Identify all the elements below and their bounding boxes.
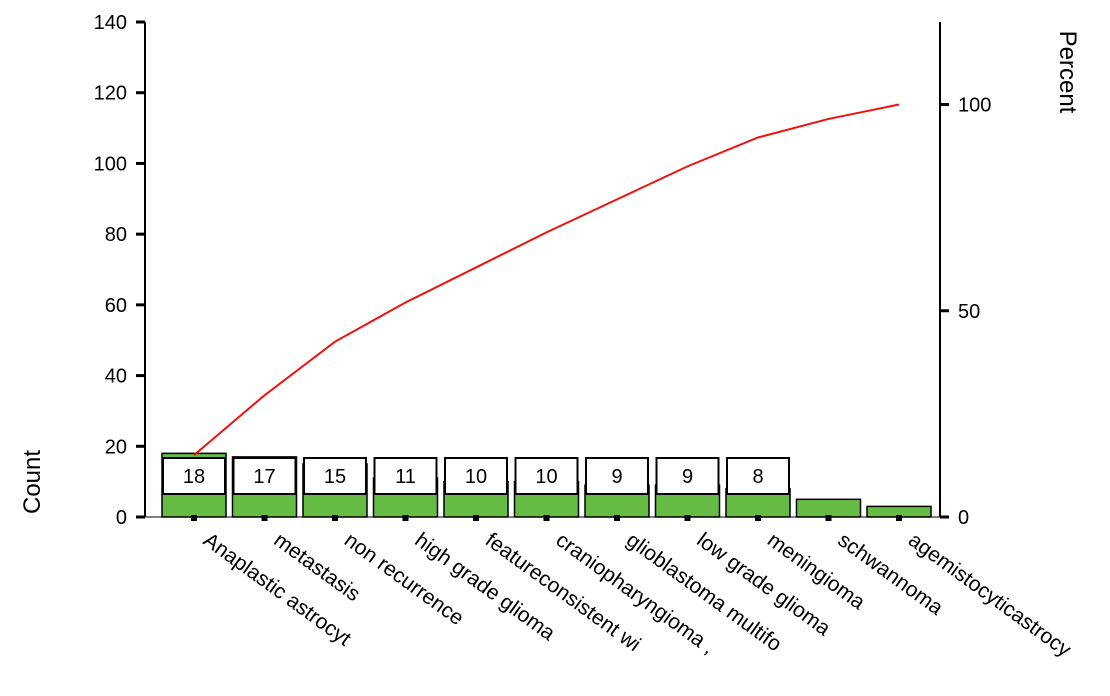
y2-tick-label: 100 bbox=[958, 95, 991, 117]
data-label: 15 bbox=[324, 466, 346, 488]
y2-axis-title: Percent bbox=[1054, 31, 1081, 114]
x-tick bbox=[191, 515, 197, 521]
data-label-box bbox=[303, 457, 367, 495]
y-tick-label: 120 bbox=[94, 83, 127, 105]
y-tick-label: 40 bbox=[105, 366, 127, 388]
x-tick bbox=[896, 515, 902, 521]
data-label: 9 bbox=[611, 466, 622, 488]
y-tick-label: 20 bbox=[105, 436, 127, 458]
data-label-box bbox=[655, 457, 720, 495]
data-label: 18 bbox=[183, 466, 205, 488]
y-tick-label: 80 bbox=[105, 224, 127, 246]
data-label-box bbox=[585, 457, 649, 495]
axes: 0 20 40 60 80 100 120 140 0 50 100 bbox=[94, 12, 992, 529]
y2-tick-label: 0 bbox=[958, 507, 969, 529]
y-tick-label: 140 bbox=[94, 12, 127, 34]
category-label: non recurrence bbox=[340, 528, 468, 630]
y-axis-title: Count bbox=[19, 450, 46, 514]
data-label-box bbox=[726, 457, 790, 495]
x-tick bbox=[684, 515, 691, 521]
x-tick bbox=[402, 515, 409, 521]
data-labels: 18 17 15 11 10 10 9 9 8 bbox=[162, 457, 790, 495]
data-label-box bbox=[514, 457, 579, 495]
x-tick bbox=[473, 515, 479, 521]
data-label: 17 bbox=[253, 466, 275, 488]
data-label-box bbox=[373, 457, 438, 495]
x-tick bbox=[825, 515, 832, 521]
data-label: 8 bbox=[752, 466, 763, 488]
data-label: 9 bbox=[682, 466, 693, 488]
x-tick bbox=[543, 515, 550, 521]
bar bbox=[795, 498, 862, 518]
y-tick-label: 100 bbox=[94, 153, 127, 175]
y2-tick-label: 50 bbox=[958, 301, 980, 323]
x-tick bbox=[332, 515, 338, 521]
data-label: 11 bbox=[395, 466, 416, 488]
x-tick bbox=[614, 515, 620, 521]
data-label-box bbox=[444, 457, 508, 495]
y-tick-label: 60 bbox=[105, 295, 127, 317]
y-tick-label: 0 bbox=[116, 507, 127, 529]
x-tick bbox=[261, 515, 268, 521]
data-label-box bbox=[232, 457, 297, 495]
data-label: 10 bbox=[465, 466, 487, 488]
data-label: 10 bbox=[535, 466, 557, 488]
x-tick bbox=[755, 515, 761, 521]
cumulative-percent-line bbox=[193, 103, 900, 456]
data-label-box bbox=[162, 457, 226, 495]
